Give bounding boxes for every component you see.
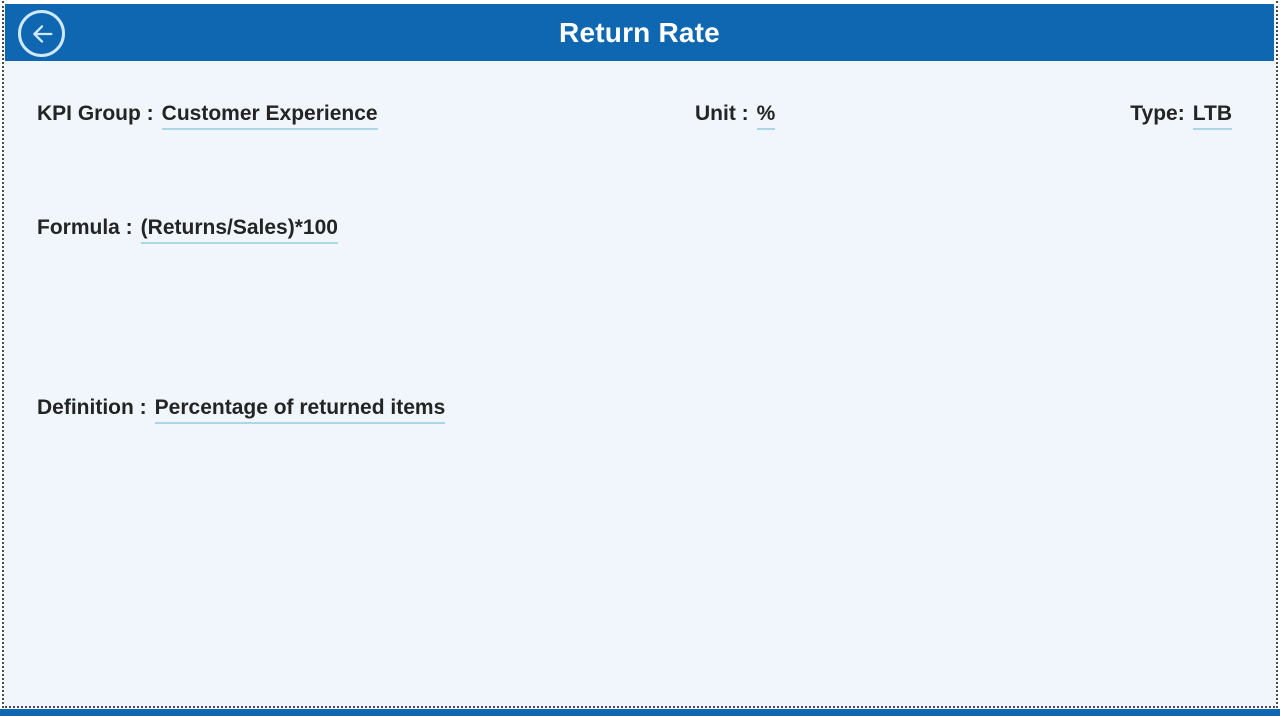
- kpi-group-label: KPI Group :: [37, 102, 154, 125]
- definition-label: Definition :: [37, 396, 147, 419]
- bottom-bar: [0, 709, 1280, 716]
- definition-value[interactable]: Percentage of returned items: [154, 396, 446, 424]
- type-value[interactable]: LTB: [1192, 102, 1232, 130]
- field-kpi-group: KPI Group : Customer Experience: [37, 102, 378, 130]
- field-formula: Formula : (Returns/Sales)*100: [37, 216, 338, 244]
- content-background: [4, 4, 1276, 709]
- field-definition: Definition : Percentage of returned items: [37, 396, 446, 424]
- unit-label: Unit :: [695, 102, 749, 125]
- page-title: Return Rate: [559, 16, 720, 48]
- title-bar: Return Rate: [5, 4, 1274, 61]
- formula-label: Formula :: [37, 216, 133, 239]
- arrow-left-icon: [32, 24, 52, 43]
- back-button[interactable]: [18, 10, 65, 57]
- kpi-group-value[interactable]: Customer Experience: [161, 102, 378, 130]
- type-label: Type:: [1130, 102, 1185, 125]
- unit-value[interactable]: %: [756, 102, 776, 130]
- field-unit: Unit :%: [695, 102, 776, 130]
- formula-value[interactable]: (Returns/Sales)*100: [140, 216, 338, 244]
- field-type: Type: LTB: [1130, 102, 1232, 130]
